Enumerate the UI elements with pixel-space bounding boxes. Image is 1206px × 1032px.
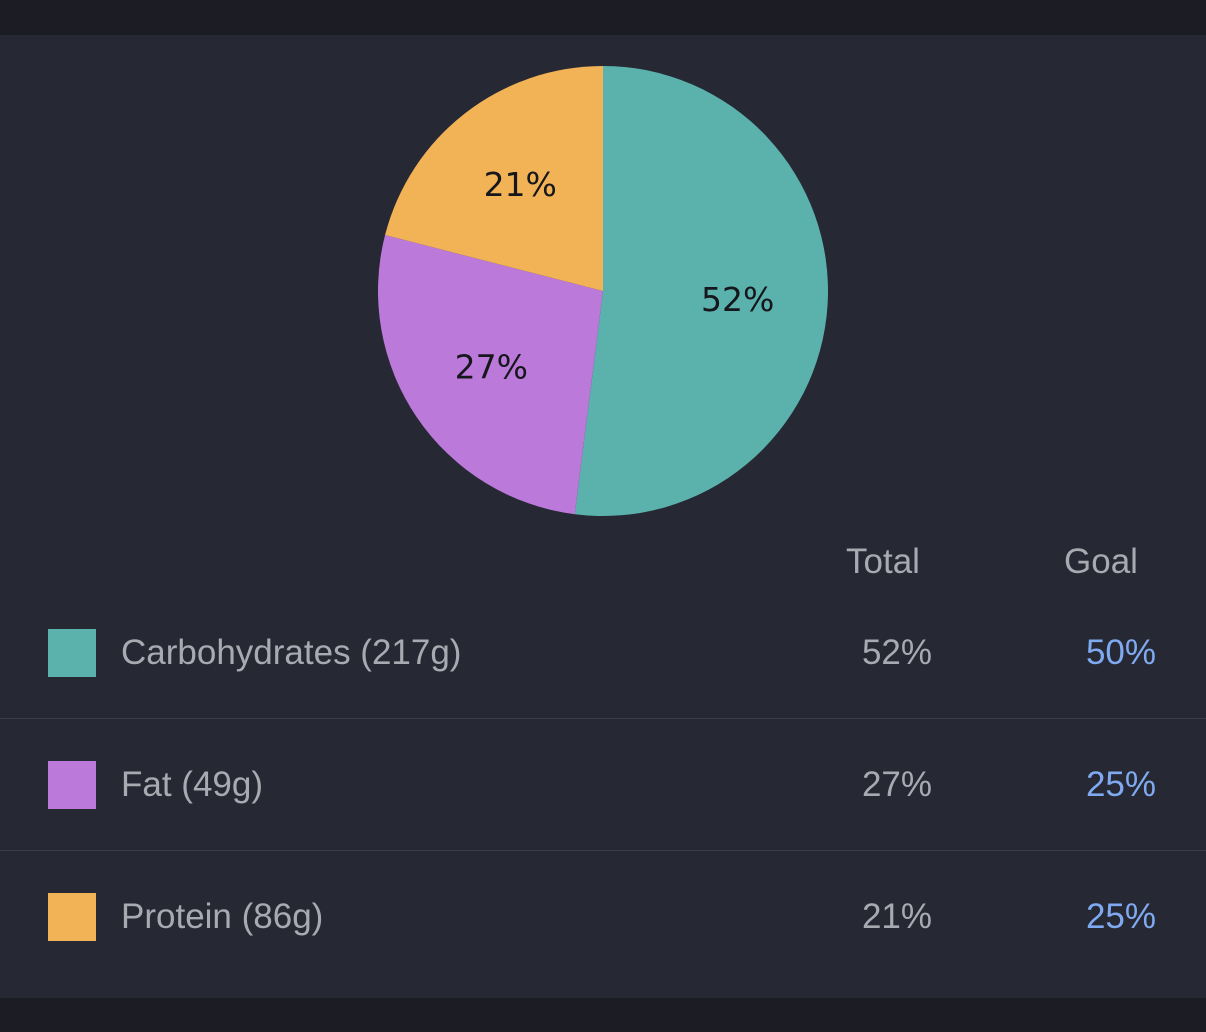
pie-label-protein: 21% [484,165,557,204]
row-divider [0,850,1206,851]
table-row-carbohydrates[interactable]: Carbohydrates (217g) 52% 50% [0,587,1206,719]
fat-color-swatch [48,761,96,809]
table-row-fat[interactable]: Fat (49g) 27% 25% [0,719,1206,851]
row-goal[interactable]: 25% [1085,765,1156,804]
pie-label-fat: 27% [455,347,528,386]
row-total: 52% [861,633,932,672]
table-row-protein[interactable]: Protein (86g) 21% 25% [0,851,1206,983]
carbohydrates-color-swatch [48,629,96,677]
pie-label-carbohydrates: 52% [701,280,774,319]
protein-color-swatch [48,893,96,941]
pie-slice-fat[interactable] [378,235,603,515]
pie-slice-carbohydrates[interactable] [574,66,828,516]
column-header-goal: Goal [1064,542,1138,581]
column-header-total: Total [846,542,920,581]
row-divider [0,718,1206,719]
bottom-bar [0,998,1206,1032]
row-label: Fat (49g) [121,765,263,804]
row-label: Protein (86g) [121,897,324,936]
row-goal[interactable]: 50% [1085,633,1156,672]
row-goal[interactable]: 25% [1085,897,1156,936]
row-total: 21% [861,897,932,936]
macros-pie-chart: 52% 27% 21% [378,66,828,516]
row-label: Carbohydrates (217g) [121,633,462,672]
pie-slice-protein[interactable] [385,66,603,291]
top-bar [0,0,1206,35]
row-total: 27% [861,765,932,804]
